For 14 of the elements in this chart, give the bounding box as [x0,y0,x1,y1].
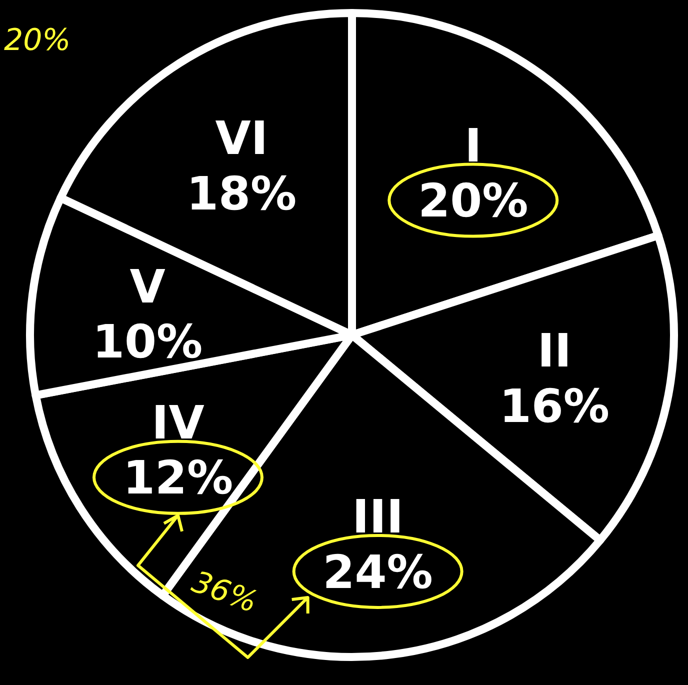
slice-label: V [130,259,166,314]
text: 36% [187,564,262,620]
data-label: 12% [122,450,234,505]
data-label: 16% [499,378,610,433]
data-label: 24% [322,544,433,599]
text: 20% [4,23,71,58]
data-label: 20% [418,174,528,228]
data-label: 10% [92,314,203,368]
slice-label: VI [215,111,268,166]
data-label: 18% [186,166,297,220]
slice-label: IV [152,396,205,450]
slice-label: III [352,490,404,544]
slice-label: II [537,324,572,378]
slice-label: I [464,118,482,172]
